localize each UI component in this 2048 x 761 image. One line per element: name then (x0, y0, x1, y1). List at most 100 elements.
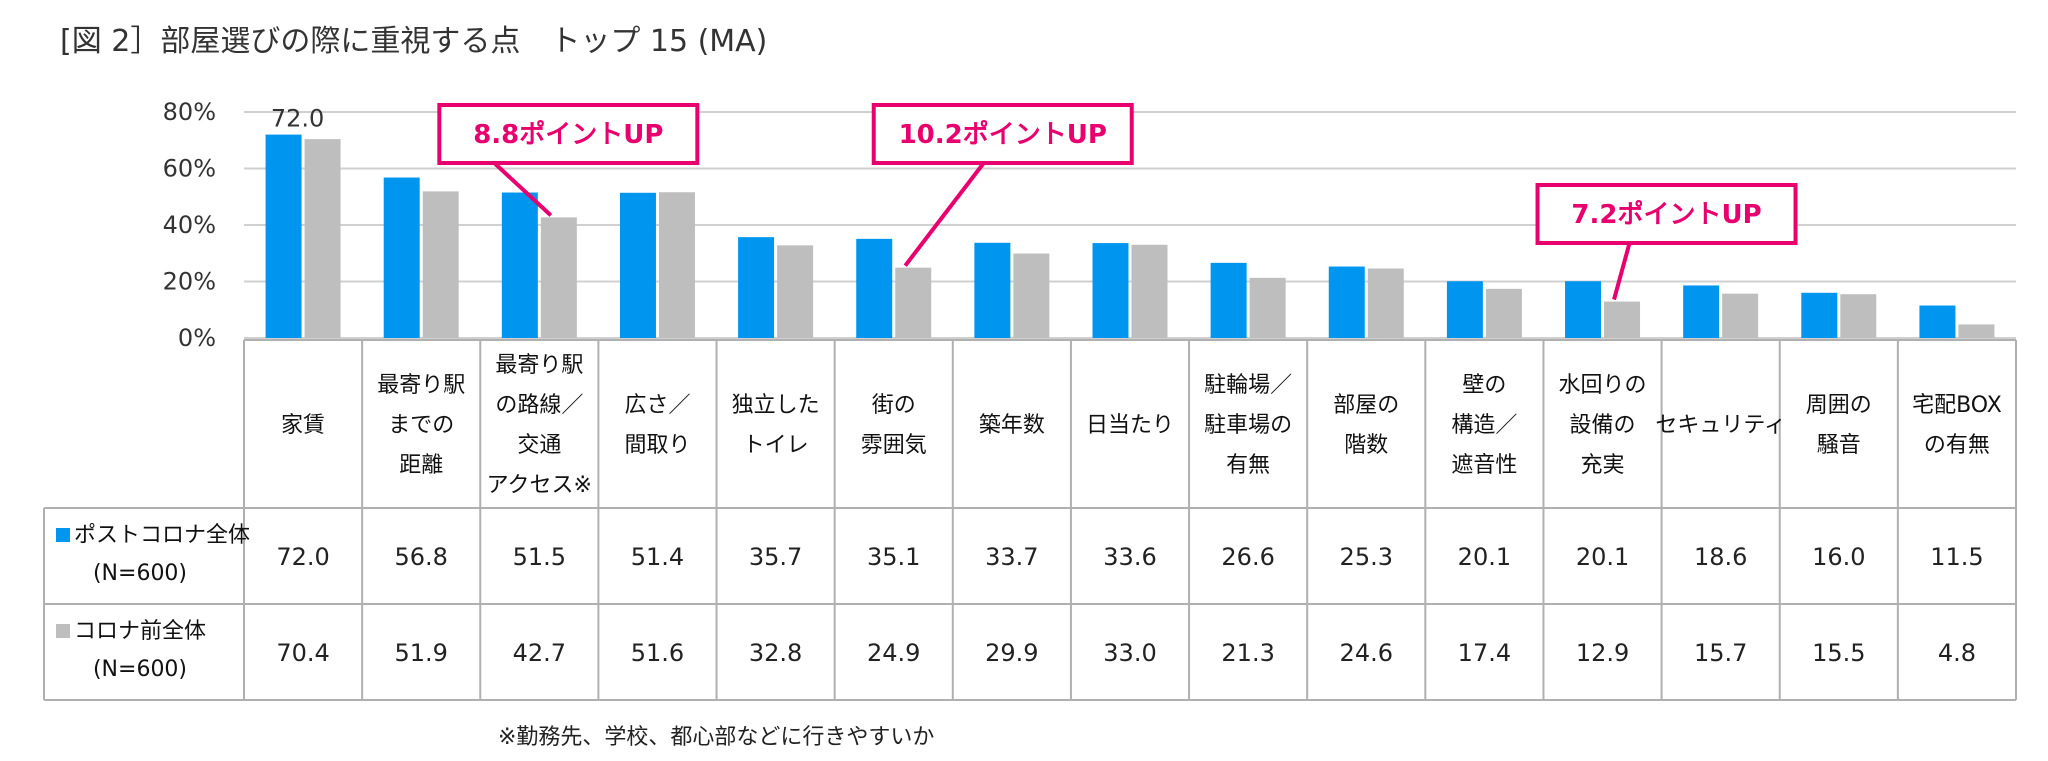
table-value: 15.7 (1694, 639, 1747, 667)
y-tick-label: 20% (163, 268, 216, 296)
table-value: 51.9 (394, 639, 447, 667)
table-value: 21.3 (1221, 639, 1274, 667)
category-label: 構造／ (1451, 413, 1517, 438)
category-label: 壁の (1462, 373, 1506, 398)
table-value: 24.9 (867, 639, 920, 667)
table-value: 24.6 (1340, 639, 1393, 667)
category-label: 有無 (1226, 453, 1270, 478)
bar-post-corona (1565, 281, 1602, 338)
legend-swatch-post (56, 528, 70, 542)
category-label: 家賃 (281, 413, 325, 438)
bar-pre-corona (422, 191, 459, 338)
table-value: 16.0 (1812, 543, 1865, 571)
table-value: 20.1 (1576, 543, 1629, 571)
table-value: 11.5 (1930, 543, 1983, 571)
category-label: 駐車場の (1204, 413, 1292, 438)
bar-pre-corona (658, 192, 695, 338)
category-label: 駐輪場／ (1204, 373, 1292, 398)
category-label: 宅配BOX (1912, 393, 2002, 418)
table-value: 33.6 (1103, 543, 1156, 571)
category-label: までの (388, 413, 454, 438)
annotation-box (871, 103, 1134, 165)
category-label: 遮音性 (1451, 453, 1517, 478)
annotation-text: 10.2ポイントUP (899, 119, 1107, 150)
category-label: 設備の (1570, 413, 1636, 438)
category-label: 築年数 (979, 413, 1045, 438)
bar-post-corona (383, 177, 420, 338)
annotation-text: 7.2ポイントUP (1571, 199, 1761, 230)
table-value: 32.8 (749, 639, 802, 667)
table-value: 25.3 (1340, 543, 1393, 571)
legend-swatch-pre (56, 624, 70, 638)
table-value: 12.9 (1576, 639, 1629, 667)
bar-post-corona (1092, 243, 1129, 338)
category-label: 街の (872, 393, 916, 418)
bar-pre-corona (1013, 253, 1050, 338)
bar-pre-corona (1604, 301, 1641, 338)
annotation-text: 8.8ポイントUP (473, 119, 663, 150)
table-value: 56.8 (394, 543, 447, 571)
category-label: 最寄り駅 (377, 373, 465, 398)
category-label: 水回りの (1559, 373, 1647, 398)
category-label: 部屋の (1333, 393, 1399, 418)
table-value: 51.5 (513, 543, 566, 571)
annotation-box (1535, 183, 1798, 245)
category-label: 雰囲気 (861, 433, 927, 458)
bar-pre-corona (1722, 293, 1759, 338)
bar-pre-corona (304, 139, 341, 338)
table-value: 26.6 (1221, 543, 1274, 571)
category-label: の路線／ (495, 393, 583, 418)
bar-post-corona (265, 134, 302, 338)
y-tick-label: 60% (163, 155, 216, 183)
bar-post-corona (738, 237, 775, 338)
table-value: 20.1 (1458, 543, 1511, 571)
bar-pre-corona (1840, 294, 1877, 338)
table-value: 18.6 (1694, 543, 1747, 571)
bar-post-corona (856, 238, 893, 338)
table-value: 4.8 (1938, 639, 1976, 667)
bar-post-corona (974, 242, 1011, 338)
table-value: 15.5 (1812, 639, 1865, 667)
category-label: の有無 (1924, 433, 1990, 458)
table-value: 70.4 (276, 639, 329, 667)
category-label: トイレ (743, 433, 809, 458)
bar-pre-corona (1485, 288, 1522, 338)
bar-pre-corona (1249, 277, 1286, 338)
bar-pre-corona (777, 245, 814, 338)
y-tick-label: 0% (178, 324, 216, 352)
category-label: 距離 (399, 453, 443, 478)
category-label: 交通 (517, 433, 561, 458)
annotation-box (437, 103, 700, 165)
y-tick-label: 40% (163, 211, 216, 239)
legend-label: コロナ前全体 (74, 619, 206, 644)
annotation-leader (492, 161, 553, 217)
bar-pre-corona (895, 267, 932, 338)
table-value: 17.4 (1458, 639, 1511, 667)
table-value: 29.9 (985, 639, 1038, 667)
bar-post-corona (1801, 292, 1838, 338)
table-value: 33.0 (1103, 639, 1156, 667)
footnote: ※勤務先、学校、都心部などに行きやすいか (498, 725, 934, 750)
table-value: 51.6 (631, 639, 684, 667)
category-label: 最寄り駅 (495, 353, 583, 378)
top-value-label: 72.0 (271, 105, 324, 133)
annotation-leader (1612, 242, 1632, 301)
table-value: 51.4 (631, 543, 684, 571)
bar-pre-corona (1958, 324, 1995, 338)
bar-post-corona (1683, 285, 1720, 338)
y-tick-label: 80% (163, 98, 216, 126)
table-value: 35.1 (867, 543, 920, 571)
legend-label: ポストコロナ全体 (74, 523, 250, 548)
table-value: 72.0 (276, 543, 329, 571)
table-value: 42.7 (513, 639, 566, 667)
category-label: 日当たり (1086, 413, 1174, 438)
bar-post-corona (501, 192, 538, 338)
bar-pre-corona (540, 217, 577, 338)
table-value: 33.7 (985, 543, 1038, 571)
category-label: 階数 (1344, 433, 1388, 458)
category-label: 間取り (624, 433, 690, 458)
category-label: 騒音 (1817, 433, 1861, 458)
bar-pre-corona (1131, 244, 1168, 338)
table-value: 35.7 (749, 543, 802, 571)
